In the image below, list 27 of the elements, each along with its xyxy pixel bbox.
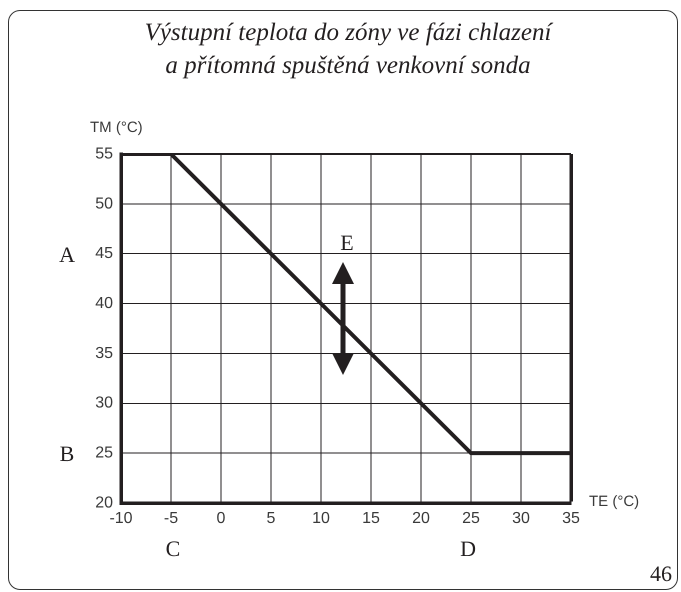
text: B <box>60 440 74 466</box>
y-tick-label: 50 <box>95 195 114 212</box>
x-tick-label: 25 <box>462 510 480 528</box>
x-tick-label: -5 <box>164 510 178 528</box>
x-tick-label: 15 <box>362 510 380 528</box>
x-tick-label: 0 <box>216 510 226 528</box>
x-tick-label: 20 <box>412 510 430 528</box>
x-tick-label: 5 <box>266 510 276 528</box>
y-tick-label: 30 <box>95 394 114 412</box>
y-tick-label: 45 <box>95 245 114 262</box>
text: A <box>59 242 76 267</box>
text: 46 <box>650 560 672 586</box>
y-tick-label: 55 <box>95 145 114 162</box>
y-tick-label: 40 <box>95 294 114 312</box>
text: D <box>460 536 476 561</box>
x-tick-label: 35 <box>562 510 580 528</box>
y-tick-label: 20 <box>95 494 114 512</box>
y-tick-label: 35 <box>95 344 114 362</box>
chart-title: Výstupní teplota do zóny ve fázi chlazení a přítomná spuštěná venkovní sonda <box>144 19 554 79</box>
text: C <box>166 536 180 561</box>
annotation: E <box>340 230 354 255</box>
y-tick-label: 25 <box>95 444 114 462</box>
x-tick-label: -10 <box>109 510 133 528</box>
x-axis-title: TE (°C) <box>589 493 640 510</box>
x-tick-label: 10 <box>312 510 330 528</box>
y-axis-title: TM (°C) <box>90 119 143 136</box>
x-tick-label: 30 <box>512 510 530 528</box>
